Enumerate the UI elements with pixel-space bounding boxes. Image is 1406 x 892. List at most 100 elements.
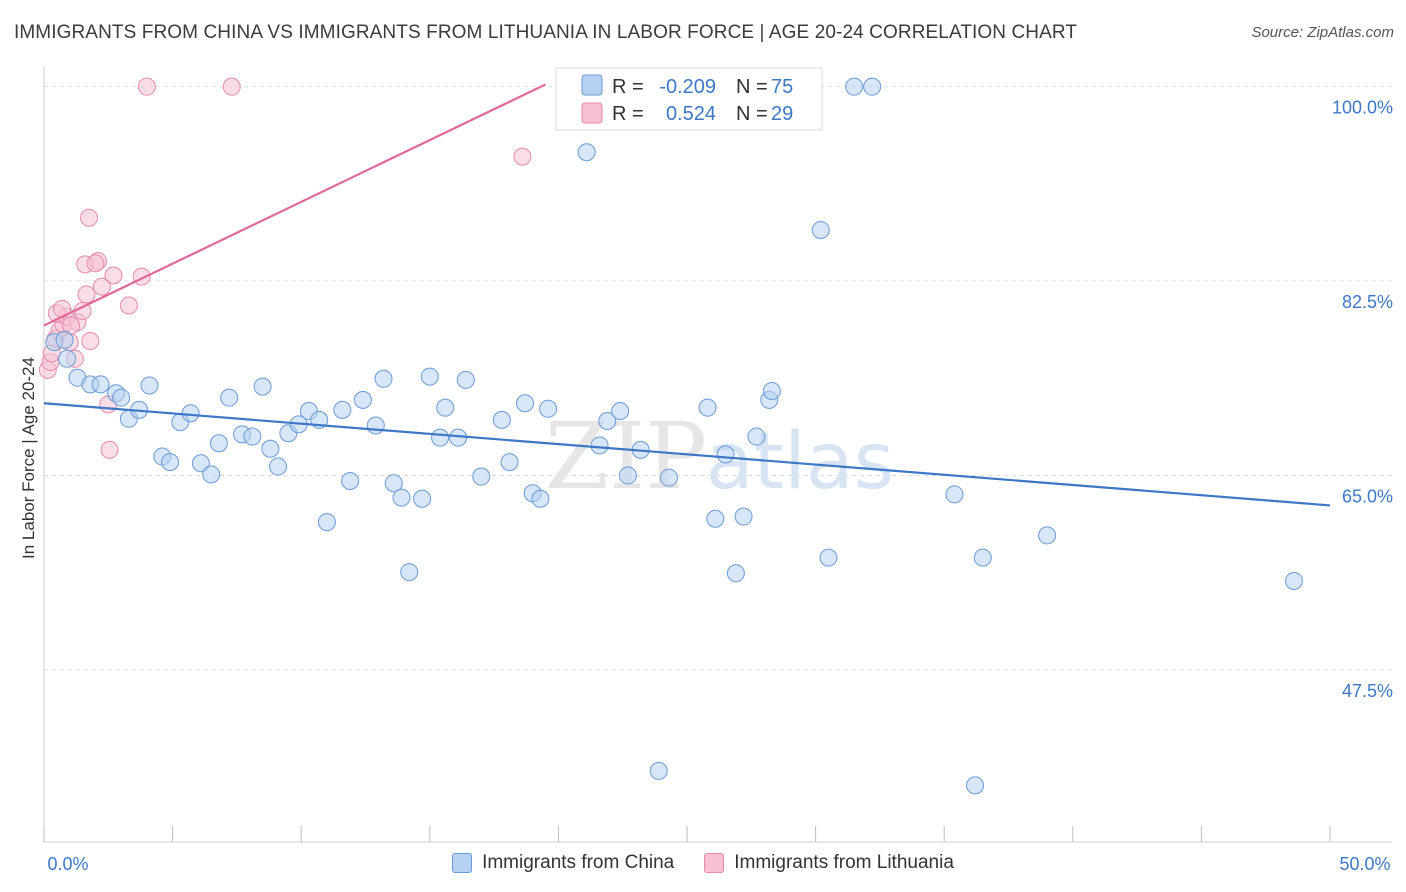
- axes: [43, 66, 1392, 843]
- china-point: [577, 143, 596, 162]
- y-tick-label: 100.0%: [1332, 98, 1393, 118]
- china-point: [140, 376, 159, 395]
- watermark-atlas: atlas: [706, 417, 895, 507]
- china-point: [716, 445, 735, 464]
- legend-china-r-label: R =: [612, 76, 644, 98]
- y-axis-label: In Labor Force | Age 20-24: [19, 357, 38, 559]
- china-point: [515, 394, 534, 413]
- lithuania-point: [86, 254, 105, 273]
- china-point: [392, 488, 411, 507]
- china-point: [734, 507, 753, 526]
- series-legend-china-label: Immigrants from China: [482, 852, 675, 873]
- china-point: [209, 434, 228, 453]
- x-tick-label: 0.0%: [47, 854, 88, 874]
- china-point: [253, 377, 272, 396]
- legend-china-r-value: -0.209: [659, 76, 716, 98]
- chart-title: IMMIGRANTS FROM CHINA VS IMMIGRANTS FROM…: [14, 22, 1078, 43]
- china-point: [341, 471, 360, 490]
- china-point: [539, 399, 558, 418]
- china-point: [420, 367, 439, 386]
- china-point: [659, 468, 678, 487]
- china-point: [472, 467, 491, 486]
- china-point: [384, 474, 403, 493]
- y-tick-label: 47.5%: [1342, 681, 1393, 701]
- lithuania-point: [77, 285, 96, 304]
- series-legend-lithuania[interactable]: Immigrants from Lithuania: [704, 852, 954, 874]
- china-point: [618, 466, 637, 485]
- series-legend-china[interactable]: Immigrants from China: [452, 852, 674, 874]
- trend-lines: [43, 83, 1331, 507]
- china-point: [431, 428, 450, 447]
- china-point: [91, 375, 110, 394]
- china-point: [55, 330, 74, 349]
- china-point: [966, 776, 985, 795]
- legend-lith-n-label: N =: [736, 103, 768, 125]
- china-point: [353, 390, 372, 409]
- watermark-zip: ZIP: [545, 403, 707, 510]
- lithuania-points: [38, 77, 532, 459]
- china-point: [58, 349, 77, 368]
- china-point: [762, 382, 781, 401]
- china-point: [366, 416, 385, 435]
- legend-china-n-label: N =: [736, 76, 768, 98]
- lithuania-trend-line: [43, 83, 547, 327]
- china-point: [191, 454, 210, 473]
- china-point: [112, 388, 131, 407]
- china-point: [400, 563, 419, 582]
- china-point: [456, 370, 475, 389]
- lithuania-point: [100, 440, 119, 459]
- source-credit: Source: ZipAtlas.com: [1251, 24, 1394, 41]
- lithuania-point: [81, 332, 100, 351]
- china-point: [747, 427, 766, 446]
- gridlines: [44, 86, 1394, 671]
- y-tick-label: 82.5%: [1342, 292, 1393, 312]
- china-point: [819, 548, 838, 567]
- china-point: [1038, 526, 1057, 545]
- tick-labels: 47.5% 65.0% 82.5% 100.0% 0.0% 50.0%: [47, 98, 1393, 874]
- china-point: [531, 489, 550, 508]
- china-point: [161, 453, 180, 472]
- lithuania-point: [137, 77, 156, 96]
- lithuania-swatch-icon: [704, 853, 725, 873]
- china-point: [269, 457, 288, 476]
- china-point: [973, 548, 992, 567]
- china-point: [945, 485, 964, 504]
- china-point: [317, 513, 336, 532]
- lithuania-point: [119, 296, 138, 315]
- lithuania-point: [222, 77, 241, 96]
- legend-china-n-value: 75: [771, 76, 793, 98]
- legend-lith-r-value: 0.524: [666, 103, 716, 125]
- lithuania-point: [92, 277, 111, 296]
- china-point: [413, 489, 432, 508]
- china-point: [598, 412, 617, 431]
- lithuania-point: [513, 147, 532, 166]
- china-point: [1284, 571, 1303, 590]
- china-point: [698, 398, 717, 417]
- china-point: [649, 761, 668, 780]
- china-point: [492, 410, 511, 429]
- china-point: [243, 427, 262, 446]
- stats-legend: R = -0.209 N = 75 R = 0.524 N = 29: [555, 67, 823, 131]
- china-point: [333, 400, 352, 419]
- china-point: [811, 220, 830, 239]
- legend-swatch-china: [581, 74, 603, 96]
- watermark: ZIP atlas: [545, 403, 894, 510]
- china-point: [706, 509, 725, 528]
- legend-lith-n-value: 29: [771, 103, 793, 125]
- china-point: [374, 369, 393, 388]
- series-legend-lithuania-label: Immigrants from Lithuania: [734, 852, 954, 873]
- china-point: [611, 402, 630, 421]
- china-point: [261, 439, 280, 458]
- lithuania-point: [104, 266, 123, 285]
- legend-swatch-lithuania: [581, 102, 603, 124]
- china-point: [863, 77, 882, 96]
- china-point: [181, 404, 200, 423]
- legend-lith-r-label: R =: [612, 103, 644, 125]
- china-trend-line: [43, 402, 1331, 507]
- series-legend: Immigrants from China Immigrants from Li…: [0, 852, 1406, 874]
- china-point: [202, 465, 221, 484]
- lithuania-point: [80, 208, 99, 227]
- china-point: [590, 436, 609, 455]
- china-point: [220, 388, 239, 407]
